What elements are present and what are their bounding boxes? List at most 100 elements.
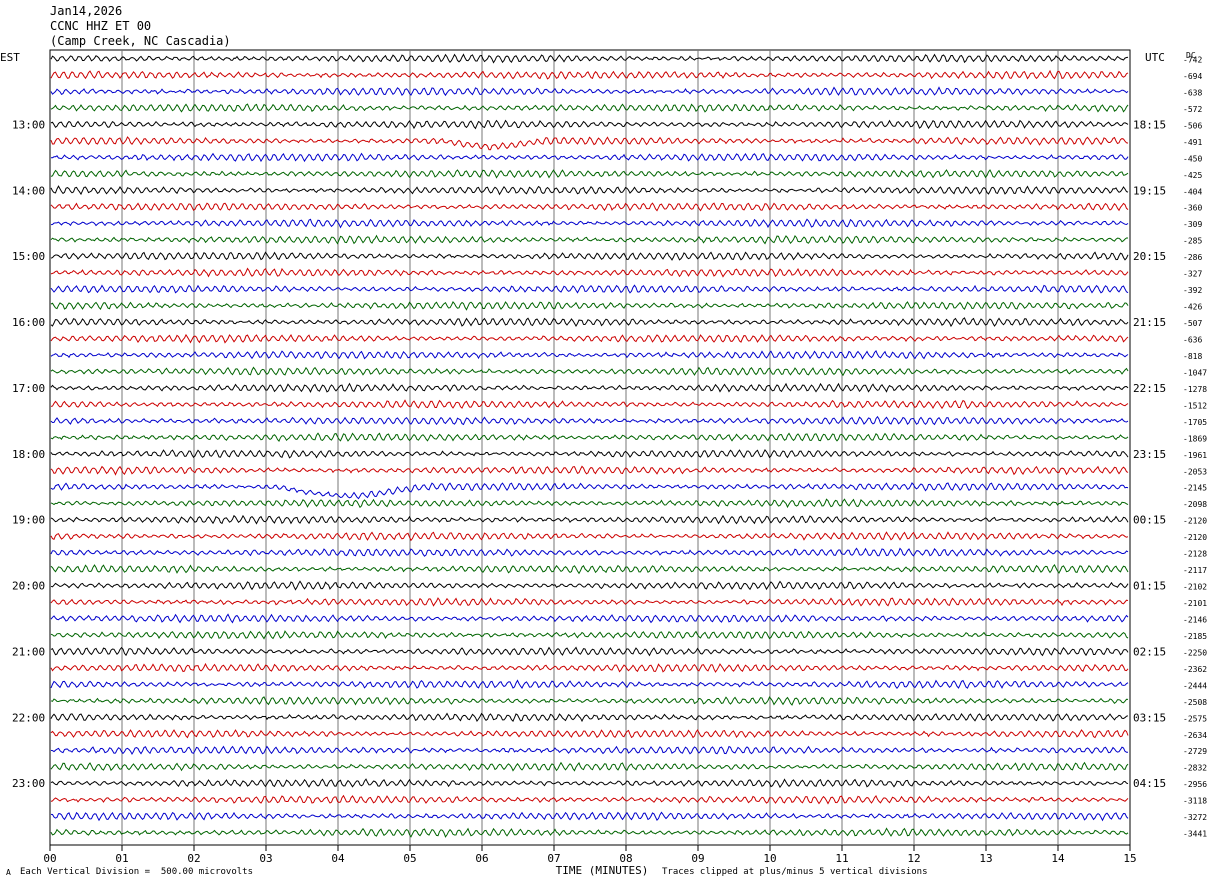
trace-line bbox=[50, 514, 1129, 525]
dc-label: DC bbox=[1186, 51, 1196, 60]
est-time-label: 23:00 bbox=[12, 777, 45, 790]
dc-offset-label: -2102 bbox=[1183, 583, 1207, 592]
dc-offset-label: -2444 bbox=[1183, 681, 1207, 690]
dc-offset-label: -2832 bbox=[1183, 764, 1207, 773]
x-tick-label: 13 bbox=[979, 852, 992, 865]
dc-offset-label: -818 bbox=[1183, 352, 1202, 361]
dc-offset-label: -285 bbox=[1183, 237, 1202, 246]
trace-line bbox=[50, 745, 1128, 756]
trace-line bbox=[50, 333, 1129, 344]
trace-line bbox=[50, 202, 1129, 212]
clip-note: Traces clipped at plus/minus 5 vertical … bbox=[662, 867, 928, 877]
dc-offset-label: -425 bbox=[1183, 171, 1202, 180]
est-time-label: 19:00 bbox=[12, 514, 45, 527]
dc-offset-label: -694 bbox=[1183, 72, 1202, 81]
trace-line bbox=[50, 415, 1129, 426]
est-time-label: 17:00 bbox=[12, 382, 45, 395]
trace-line bbox=[50, 630, 1129, 640]
dc-offset-label: -1705 bbox=[1183, 418, 1207, 427]
dc-offset-label: -636 bbox=[1183, 335, 1202, 344]
dc-offset-label: -2956 bbox=[1183, 780, 1207, 789]
dc-offset-label: -638 bbox=[1183, 88, 1202, 97]
dc-offset-label: -2362 bbox=[1183, 665, 1207, 674]
x-tick-label: 03 bbox=[259, 852, 272, 865]
trace-line bbox=[50, 69, 1129, 80]
trace-line bbox=[50, 778, 1129, 789]
utc-time-label: 20:15 bbox=[1133, 250, 1166, 263]
dc-offset-label: -426 bbox=[1183, 303, 1202, 312]
trace-line bbox=[50, 284, 1129, 294]
dc-offset-label: -392 bbox=[1183, 286, 1202, 295]
dc-offset-label: -2634 bbox=[1183, 731, 1207, 740]
dc-offset-label: -2120 bbox=[1183, 517, 1207, 526]
trace-line bbox=[50, 86, 1129, 97]
trace-line bbox=[50, 350, 1129, 360]
dc-offset-label: -2053 bbox=[1183, 467, 1207, 476]
est-time-label: 14:00 bbox=[12, 184, 45, 197]
x-tick-label: 11 bbox=[835, 852, 848, 865]
dc-offset-label: -2575 bbox=[1183, 714, 1207, 723]
utc-time-label: 02:15 bbox=[1133, 645, 1166, 658]
corner-mark: A bbox=[6, 868, 11, 877]
trace-line bbox=[50, 152, 1129, 163]
dc-offset-label: -286 bbox=[1183, 253, 1202, 262]
x-tick-label: 01 bbox=[115, 852, 128, 865]
trace-line bbox=[50, 811, 1129, 822]
dc-offset-label: -1047 bbox=[1183, 368, 1207, 377]
trace-line bbox=[50, 794, 1129, 805]
dc-offset-label: -2185 bbox=[1183, 632, 1207, 641]
est-time-label: 13:00 bbox=[12, 118, 45, 131]
dc-offset-label: -2120 bbox=[1183, 533, 1207, 542]
dc-offset-label: -507 bbox=[1183, 319, 1202, 328]
x-tick-label: 02 bbox=[187, 852, 200, 865]
dc-offset-label: -2117 bbox=[1183, 566, 1207, 575]
trace-line bbox=[50, 382, 1129, 393]
dc-offset-label: -3441 bbox=[1183, 830, 1207, 839]
trace-line bbox=[50, 498, 1129, 509]
est-time-label: 18:00 bbox=[12, 448, 45, 461]
est-time-label: 20:00 bbox=[12, 580, 45, 593]
trace-line bbox=[50, 300, 1129, 311]
utc-time-label: 18:15 bbox=[1133, 118, 1166, 131]
x-tick-label: 07 bbox=[547, 852, 560, 865]
est-time-label: 21:00 bbox=[12, 645, 45, 658]
trace-line bbox=[50, 662, 1129, 673]
trace-line bbox=[50, 399, 1129, 410]
trace-line bbox=[50, 234, 1128, 245]
dc-offset-label: -1869 bbox=[1183, 434, 1207, 443]
est-time-label: 16:00 bbox=[12, 316, 45, 329]
x-tick-label: 06 bbox=[475, 852, 488, 865]
trace-line bbox=[50, 103, 1129, 113]
utc-time-label: 22:15 bbox=[1133, 382, 1166, 395]
utc-time-label: 04:15 bbox=[1133, 777, 1166, 790]
utc-time-label: 23:15 bbox=[1133, 448, 1166, 461]
x-tick-label: 12 bbox=[907, 852, 920, 865]
trace-line bbox=[50, 646, 1129, 657]
plot-frame bbox=[49, 49, 1131, 846]
dc-offset-label: -2146 bbox=[1183, 615, 1207, 624]
est-time-label: 15:00 bbox=[12, 250, 45, 263]
dc-offset-label: -1512 bbox=[1183, 401, 1207, 410]
trace-line bbox=[50, 580, 1129, 591]
trace-line bbox=[50, 267, 1129, 278]
trace-line bbox=[50, 185, 1129, 196]
dc-offset-label: -491 bbox=[1183, 138, 1202, 147]
est-time-label: 22:00 bbox=[12, 711, 45, 724]
trace-line bbox=[50, 317, 1129, 328]
trace-line bbox=[50, 366, 1129, 377]
trace-line bbox=[50, 251, 1129, 261]
x-axis-label: TIME (MINUTES) bbox=[556, 864, 649, 877]
plot-channel: CCNC HHZ ET 00 bbox=[50, 19, 152, 33]
dc-offset-label: -360 bbox=[1183, 204, 1202, 213]
trace-line bbox=[50, 482, 1129, 500]
trace-line bbox=[50, 613, 1129, 624]
trace-line bbox=[50, 432, 1129, 442]
dc-offset-label: -506 bbox=[1183, 121, 1202, 130]
x-tick-label: 08 bbox=[619, 852, 632, 865]
utc-time-label: 00:15 bbox=[1133, 514, 1166, 527]
trace-line bbox=[50, 169, 1129, 179]
x-tick-label: 04 bbox=[331, 852, 345, 865]
dc-offset-label: -2098 bbox=[1183, 500, 1207, 509]
trace-line bbox=[50, 531, 1129, 542]
